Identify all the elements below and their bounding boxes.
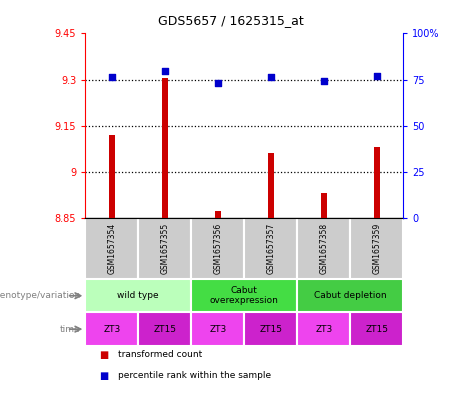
Bar: [138, 312, 191, 346]
Point: [320, 77, 327, 84]
Text: time: time: [60, 325, 81, 334]
Bar: [162, 78, 168, 218]
Point: [161, 68, 168, 74]
Text: GSM1657354: GSM1657354: [107, 223, 116, 274]
Bar: [321, 193, 327, 218]
Bar: [191, 279, 297, 312]
Bar: [191, 312, 244, 346]
Point: [214, 80, 221, 86]
Text: genotype/variation: genotype/variation: [0, 291, 81, 300]
Text: GSM1657358: GSM1657358: [319, 223, 328, 274]
Text: ZT15: ZT15: [366, 325, 388, 334]
Bar: [350, 312, 403, 346]
Bar: [109, 135, 115, 218]
Text: ZT3: ZT3: [103, 325, 120, 334]
Text: ZT15: ZT15: [154, 325, 176, 334]
Text: percentile rank within the sample: percentile rank within the sample: [118, 371, 271, 380]
Text: GSM1657357: GSM1657357: [266, 223, 275, 274]
Text: transformed count: transformed count: [118, 350, 202, 359]
Point: [267, 73, 275, 80]
Point: [373, 73, 380, 79]
Bar: [85, 279, 191, 312]
Bar: [85, 218, 138, 279]
Text: Cabut depletion: Cabut depletion: [314, 291, 387, 300]
Text: ■: ■: [99, 371, 108, 381]
Bar: [191, 218, 244, 279]
Bar: [244, 218, 297, 279]
Bar: [297, 218, 350, 279]
Bar: [85, 312, 138, 346]
Bar: [350, 218, 403, 279]
Bar: [297, 312, 350, 346]
Text: GSM1657359: GSM1657359: [372, 223, 381, 274]
Text: ZT3: ZT3: [315, 325, 332, 334]
Bar: [297, 279, 403, 312]
Text: ZT3: ZT3: [209, 325, 226, 334]
Bar: [244, 312, 297, 346]
Text: GSM1657356: GSM1657356: [213, 223, 222, 274]
Point: [108, 73, 115, 80]
Text: GSM1657355: GSM1657355: [160, 223, 169, 274]
Bar: [374, 147, 380, 218]
Text: Cabut
overexpression: Cabut overexpression: [210, 286, 279, 305]
Bar: [215, 211, 221, 218]
Text: wild type: wild type: [118, 291, 159, 300]
Text: GDS5657 / 1625315_at: GDS5657 / 1625315_at: [158, 14, 303, 27]
Bar: [268, 153, 274, 218]
Text: ZT15: ZT15: [260, 325, 282, 334]
Bar: [138, 218, 191, 279]
Text: ■: ■: [99, 350, 108, 360]
